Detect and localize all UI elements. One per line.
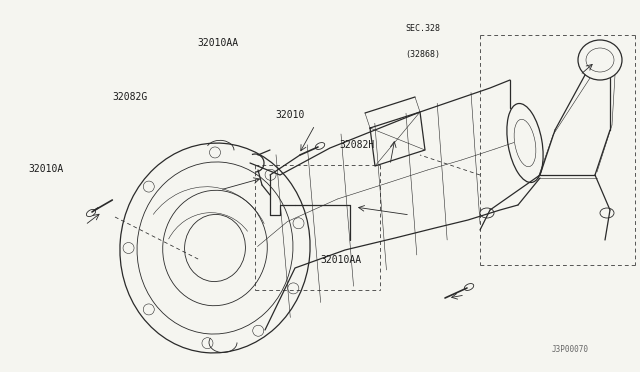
Text: 32010AA: 32010AA (320, 256, 361, 265)
Text: SEC.328: SEC.328 (405, 25, 440, 33)
Text: 32010: 32010 (275, 110, 305, 120)
Text: (32868): (32868) (405, 50, 440, 59)
Text: J3P00070: J3P00070 (552, 345, 589, 354)
Text: 32010A: 32010A (29, 164, 64, 174)
Text: 32010AA: 32010AA (197, 38, 238, 48)
Text: 32082H: 32082H (339, 140, 374, 150)
Text: 32082G: 32082G (112, 92, 147, 102)
